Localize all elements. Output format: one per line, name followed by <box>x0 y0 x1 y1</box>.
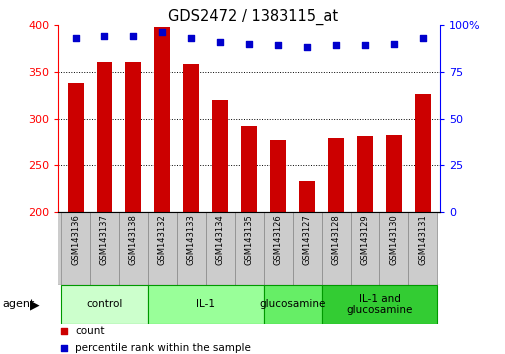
Text: IL-1 and
glucosamine: IL-1 and glucosamine <box>345 293 412 315</box>
Text: agent: agent <box>3 299 35 309</box>
Text: GSM143130: GSM143130 <box>389 215 397 266</box>
Point <box>158 29 166 35</box>
Text: GDS2472 / 1383115_at: GDS2472 / 1383115_at <box>168 9 337 25</box>
Point <box>360 42 368 48</box>
Bar <box>177 212 206 285</box>
Bar <box>263 212 292 285</box>
Text: count: count <box>75 326 105 336</box>
Text: GSM143135: GSM143135 <box>244 215 253 266</box>
Bar <box>96 62 112 212</box>
Bar <box>68 83 83 212</box>
Bar <box>147 212 177 285</box>
Bar <box>183 64 199 212</box>
Text: control: control <box>86 299 122 309</box>
Text: GSM143134: GSM143134 <box>215 215 224 266</box>
Text: GSM143136: GSM143136 <box>71 215 80 266</box>
Point <box>216 39 224 45</box>
Point <box>100 33 109 39</box>
Bar <box>263 285 321 324</box>
Bar <box>241 126 257 212</box>
Bar <box>385 135 401 212</box>
Bar <box>154 27 170 212</box>
Bar <box>321 212 350 285</box>
Bar <box>147 285 263 324</box>
Text: GSM143132: GSM143132 <box>158 215 167 266</box>
Point <box>71 35 79 41</box>
Point <box>60 329 68 334</box>
Bar <box>298 181 315 212</box>
Text: GSM143137: GSM143137 <box>100 215 109 266</box>
Point <box>331 42 339 48</box>
Bar <box>408 212 436 285</box>
Bar <box>327 138 343 212</box>
Bar <box>234 212 263 285</box>
Bar <box>125 62 141 212</box>
Bar <box>270 140 285 212</box>
Text: IL-1: IL-1 <box>196 299 215 309</box>
Text: ▶: ▶ <box>29 298 39 311</box>
Text: glucosamine: glucosamine <box>259 299 325 309</box>
Point <box>187 35 195 41</box>
Text: percentile rank within the sample: percentile rank within the sample <box>75 343 251 353</box>
Point <box>245 41 253 46</box>
Text: GSM143131: GSM143131 <box>418 215 427 266</box>
Bar <box>321 285 436 324</box>
Bar <box>212 100 228 212</box>
Text: GSM143138: GSM143138 <box>129 215 138 266</box>
Point <box>302 45 311 50</box>
Point <box>129 33 137 39</box>
Bar <box>414 94 430 212</box>
Bar <box>350 212 379 285</box>
Point <box>389 41 397 46</box>
Text: GSM143128: GSM143128 <box>331 215 340 266</box>
Bar <box>379 212 408 285</box>
Point <box>274 42 282 48</box>
Point <box>60 345 68 351</box>
Bar <box>90 212 119 285</box>
Bar <box>61 212 90 285</box>
Text: GSM143127: GSM143127 <box>302 215 311 266</box>
Bar <box>357 136 372 212</box>
Point <box>418 35 426 41</box>
Text: GSM143126: GSM143126 <box>273 215 282 266</box>
Text: GSM143129: GSM143129 <box>360 215 369 265</box>
Bar <box>119 212 147 285</box>
Text: GSM143133: GSM143133 <box>186 215 195 266</box>
Bar <box>206 212 234 285</box>
Bar <box>61 285 147 324</box>
Bar <box>292 212 321 285</box>
